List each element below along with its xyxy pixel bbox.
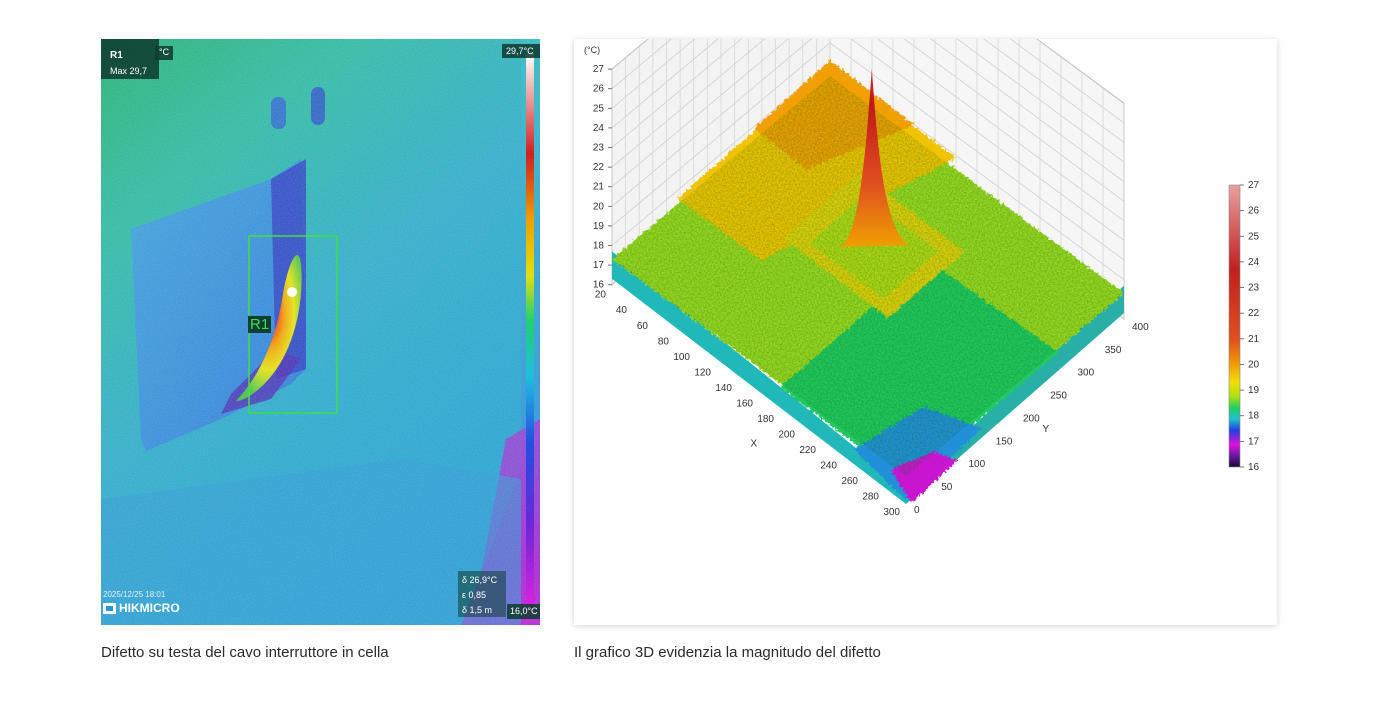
x-tick-label: 200 — [778, 429, 795, 440]
colorbar-tick-label: 21 — [1248, 334, 1260, 345]
caption-thermal-image: Difetto su testa del cavo interruttore i… — [101, 644, 389, 661]
brand-name: HIKMICRO — [119, 601, 180, 615]
param-reflected-temperature: δ 26,9°C — [462, 575, 498, 585]
brand-mark-icon — [103, 602, 116, 614]
x-tick-label: 140 — [715, 383, 732, 394]
z-tick-label: 23 — [593, 143, 605, 154]
z-tick-label: 19 — [593, 221, 605, 232]
roi-unit: °C — [159, 47, 170, 57]
colorbar-tick-label: 20 — [1248, 359, 1260, 370]
x-tick-label: 180 — [757, 414, 774, 425]
grid-line-z — [611, 39, 1125, 183]
z-tick-label: 22 — [593, 162, 605, 173]
colorbar-tick-label: 23 — [1248, 283, 1260, 294]
roi-label: R1 — [110, 50, 123, 61]
colorbar-tick-label: 17 — [1248, 436, 1260, 447]
scale-min-temperature: 16,0°C — [510, 606, 538, 616]
surface-texture — [612, 76, 1124, 477]
x-tick-label: 160 — [736, 398, 753, 409]
brand-logo: HIKMICRO — [103, 601, 180, 615]
x-tick-label: 80 — [658, 336, 670, 347]
y-tick-label: 350 — [1105, 345, 1122, 356]
grid-line-z — [611, 39, 1125, 124]
y-tick-label: 250 — [1050, 391, 1067, 402]
z-axis-unit-label: (°C) — [584, 45, 600, 55]
y-tick-label: 100 — [969, 459, 986, 470]
surface-skirt-front-right — [906, 285, 1124, 504]
y-tick-label: 300 — [1078, 368, 1095, 379]
x-tick-label: 20 — [595, 290, 607, 301]
colorbar-tick-label: 16 — [1248, 462, 1260, 473]
surface-chart: (°C) 16 17 18 19 20 21 22 23 24 25 26 27 20 40 60 80 100 1… — [574, 39, 1277, 625]
grid-line-z — [611, 39, 1125, 163]
x-tick-label: 100 — [673, 352, 690, 363]
param-emissivity: ε 0,85 — [462, 590, 487, 600]
z-tick-label: 18 — [593, 241, 605, 252]
grid-line-z — [611, 39, 1125, 202]
z-tick-label: 24 — [593, 123, 605, 134]
x-tick-label: 40 — [616, 305, 628, 316]
z-tick-label: 20 — [593, 201, 605, 212]
colorbar-tick-label: 19 — [1248, 385, 1260, 396]
colorbar-tick-label: 25 — [1248, 231, 1260, 242]
z-tick-label: 16 — [593, 280, 605, 291]
colorbar-gradient — [1228, 184, 1241, 468]
temperature-scale-bar — [526, 54, 534, 609]
grid-line-z — [611, 39, 1125, 241]
y-tick-label: 400 — [1132, 322, 1149, 333]
x-tick-label: 240 — [820, 460, 837, 471]
y-axis-label: Y — [1042, 424, 1049, 435]
z-tick-label: 26 — [593, 84, 605, 95]
y-tick-label: 200 — [1023, 413, 1040, 424]
param-distance: δ 1,5 m — [462, 605, 493, 615]
surface-chart-svg: (°C)161718192021222324252627204060801001… — [584, 39, 1260, 518]
x-tick-label: 260 — [841, 476, 858, 487]
colorbar-tick-label: 26 — [1248, 206, 1260, 217]
x-tick-label: 300 — [883, 507, 900, 518]
grid-line-z — [611, 39, 1125, 222]
y-tick-label: 150 — [996, 436, 1013, 447]
colorbar-tick-label: 27 — [1248, 180, 1260, 191]
z-tick-label: 21 — [593, 182, 605, 193]
roi-box-label: R1 — [248, 316, 272, 333]
scale-max-temperature: 29,7°C — [506, 46, 534, 56]
z-tick-label: 17 — [593, 260, 605, 271]
thermal-image: R1 °C Max 29,7 29,7°C 16,0°C R1 2025/12/… — [101, 39, 540, 625]
x-axis-label: X — [751, 439, 758, 450]
y-tick-label: 0 — [914, 505, 920, 516]
colorbar-tick-label: 18 — [1248, 411, 1260, 422]
z-tick-label: 27 — [593, 64, 605, 75]
capture-timestamp: 2025/12/25 18:01 — [103, 590, 166, 599]
surface-skirt-front-left — [612, 251, 906, 504]
surface-peak — [839, 68, 910, 248]
colorbar-tick-label: 22 — [1248, 308, 1260, 319]
caption-3d-chart: Il grafico 3D evidenzia la magnitudo del… — [574, 644, 881, 661]
x-tick-label: 120 — [694, 367, 711, 378]
z-tick-label: 25 — [593, 103, 605, 114]
y-tick-label: 50 — [941, 482, 953, 493]
grid-line-z — [611, 39, 1125, 143]
x-tick-label: 280 — [862, 491, 879, 502]
colorbar-tick-label: 24 — [1248, 257, 1260, 268]
x-tick-label: 220 — [799, 445, 816, 456]
roi-max-value: Max 29,7 — [110, 66, 148, 76]
x-tick-label: 60 — [637, 321, 649, 332]
